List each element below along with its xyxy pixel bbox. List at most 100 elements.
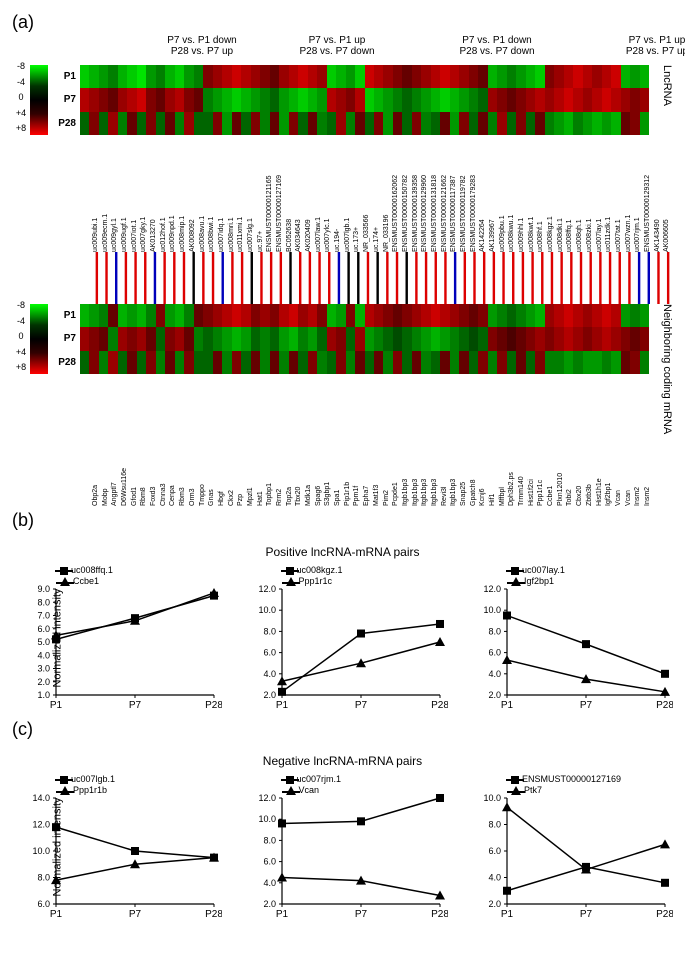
panel-b-charts: Normalized intensityuc008ffq.1 Ccbe11.02… — [12, 563, 673, 713]
svg-text:6.0: 6.0 — [263, 857, 276, 867]
svg-text:6.0: 6.0 — [37, 624, 50, 634]
panel-c-title: Negative lncRNA-mRNA pairs — [12, 754, 673, 768]
row-labels-bottom: P1 P7 P28 — [50, 304, 80, 374]
group-header: P7 vs. P1 upP28 vs. P7 down — [262, 35, 412, 57]
column-label: AK006605 — [663, 137, 673, 252]
column-label: Gnas — [208, 436, 218, 506]
column-label: uc012hof.1 — [160, 137, 170, 252]
panel-b-title: Positive lncRNA-mRNA pairs — [12, 545, 673, 559]
column-label: Topbp1 — [266, 436, 276, 506]
svg-text:P7: P7 — [354, 909, 367, 920]
lnc-column-labels: uc009ubi.1uc009ecm.1uc009gyl.1uc009ugf.1… — [92, 137, 673, 252]
column-label: D6Wsu116e — [121, 436, 131, 506]
column-label: ENSMUST00000129960 — [421, 137, 431, 252]
mrna-side-label: Neighboring coding mRNA — [657, 304, 673, 434]
column-label: uc008mri.1 — [228, 137, 238, 252]
column-label: uc007iot.1 — [131, 137, 141, 252]
column-label: Itgb1bp3 — [412, 436, 422, 506]
svg-text:P28: P28 — [205, 909, 222, 920]
column-label: uc011zdk.1 — [605, 137, 615, 252]
column-label: Hist1h1e — [596, 436, 606, 506]
svg-text:P7: P7 — [580, 909, 593, 920]
column-label: uc007wzn.1 — [625, 137, 635, 252]
svg-text:8.0: 8.0 — [37, 873, 50, 883]
panel-c-label: (c) — [12, 719, 673, 740]
column-label: Cbx20 — [576, 436, 586, 506]
svg-text:4.0: 4.0 — [263, 669, 276, 679]
column-label: Mffbpl — [499, 436, 509, 506]
column-label: uc008mip.1 — [179, 137, 189, 252]
svg-text:6.0: 6.0 — [488, 846, 501, 856]
column-label: Ckx2 — [228, 436, 238, 506]
column-label: ENSMUST00000150782 — [402, 137, 412, 252]
column-label: ENSMUST00000117387 — [450, 137, 460, 252]
column-label: uc008kwt.1 — [528, 137, 538, 252]
column-label: uc007slg.1 — [247, 137, 257, 252]
column-label: Hif1 — [489, 436, 499, 506]
column-label: uc009gyl.1 — [111, 137, 121, 252]
column-label: uc009ubi.1 — [92, 137, 102, 252]
column-label: Tmppo — [199, 436, 209, 506]
column-label: Gpatch8 — [470, 436, 480, 506]
column-label: ENSMUST00000121165 — [266, 137, 276, 252]
column-label: uc007idq.1 — [218, 137, 228, 252]
column-label: Top2a — [286, 436, 296, 506]
column-label: uc007law.1 — [315, 137, 325, 252]
column-label: Insm2 — [644, 436, 654, 506]
column-label: Mobp — [102, 436, 112, 506]
column-label: AK020409 — [305, 137, 315, 252]
column-label: AK008092 — [189, 137, 199, 252]
connector-lines — [92, 252, 673, 304]
svg-text:P1: P1 — [275, 909, 288, 920]
column-label: Snap25 — [460, 436, 470, 506]
svg-text:4.0: 4.0 — [263, 878, 276, 888]
svg-text:P7: P7 — [129, 700, 142, 711]
svg-text:9.0: 9.0 — [37, 584, 50, 594]
svg-text:P1: P1 — [501, 700, 514, 711]
column-label: AK139967 — [489, 137, 499, 252]
line-chart: Normalized intensityuc008kgz.1 Ppp1r1c2.… — [238, 563, 448, 713]
mrna-column-labels: Obp2aMobpAngptl7D6Wsu116eGfod1Rbm8Foxd3C… — [92, 436, 673, 506]
column-label: Hist1f2ci — [528, 436, 538, 506]
svg-text:P28: P28 — [431, 909, 448, 920]
svg-text:14.0: 14.0 — [32, 793, 50, 803]
lnc-heatmap-row: -8-40+4+8 P1 P7 P28 LncRNA — [12, 65, 673, 135]
column-label: uc007gky.1 — [140, 137, 150, 252]
svg-text:P28: P28 — [205, 700, 222, 711]
svg-text:P7: P7 — [580, 700, 593, 711]
column-label: Vcan — [615, 436, 625, 506]
column-label: Itgb1bp3 — [431, 436, 441, 506]
column-label: Trmm140 — [518, 436, 528, 506]
column-label: uc008ffq.1 — [566, 137, 576, 252]
svg-text:P1: P1 — [275, 700, 288, 711]
column-label: Hat1 — [257, 436, 267, 506]
column-label: Zbtb3b — [586, 436, 596, 506]
mrna-heatmap — [80, 304, 649, 374]
svg-text:6.0: 6.0 — [488, 648, 501, 658]
group-header: P7 vs. P1 upP28 vs. P7 up — [582, 35, 685, 57]
svg-text:2.0: 2.0 — [263, 690, 276, 700]
column-label: Spa1 — [334, 436, 344, 506]
svg-text:10.0: 10.0 — [483, 605, 501, 615]
svg-text:P7: P7 — [354, 700, 367, 711]
column-label: Obp2a — [92, 436, 102, 506]
row-label: P1 — [50, 310, 76, 321]
column-label: uc009hhl.1 — [518, 137, 528, 252]
column-label: uc008hf.1 — [537, 137, 547, 252]
column-label: NR_033196 — [383, 137, 393, 252]
column-label: Rrm2 — [276, 436, 286, 506]
column-label: Mdk1a — [305, 436, 315, 506]
svg-text:12.0: 12.0 — [32, 820, 50, 830]
column-label: ENSMUST00000119782 — [460, 137, 470, 252]
column-label: Insm2 — [634, 436, 644, 506]
svg-text:6.0: 6.0 — [263, 648, 276, 658]
row-label: P1 — [50, 71, 76, 82]
column-label: NR_033566 — [363, 137, 373, 252]
column-label: Ctnna3 — [160, 436, 170, 506]
line-chart: Normalized intensityuc007lgb.1 Ppp1r1b6.… — [12, 772, 222, 922]
svg-text:10.0: 10.0 — [258, 814, 276, 824]
column-label: uc008kwu.1 — [508, 137, 518, 252]
column-label: Revi3l — [441, 436, 451, 506]
column-label: uc007lgb.1 — [344, 137, 354, 252]
svg-text:P1: P1 — [50, 909, 63, 920]
